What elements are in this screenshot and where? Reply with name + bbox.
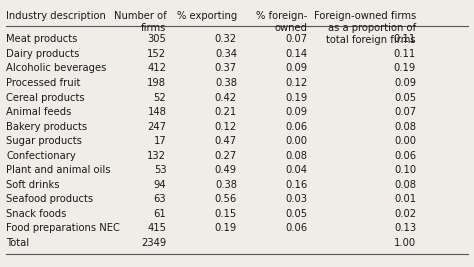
Text: 0.06: 0.06 — [394, 151, 416, 161]
Text: 0.08: 0.08 — [394, 121, 416, 132]
Text: 0.09: 0.09 — [285, 64, 308, 73]
Text: 0.09: 0.09 — [394, 78, 416, 88]
Text: 0.07: 0.07 — [285, 34, 308, 44]
Text: 0.19: 0.19 — [394, 64, 416, 73]
Text: 0.12: 0.12 — [285, 78, 308, 88]
Text: Snack foods: Snack foods — [6, 209, 66, 219]
Text: 415: 415 — [147, 223, 166, 233]
Text: Number of
firms: Number of firms — [114, 11, 166, 33]
Text: 132: 132 — [147, 151, 166, 161]
Text: 198: 198 — [147, 78, 166, 88]
Text: 0.38: 0.38 — [215, 78, 237, 88]
Text: 0.09: 0.09 — [285, 107, 308, 117]
Text: 2349: 2349 — [141, 238, 166, 248]
Text: 52: 52 — [154, 93, 166, 103]
Text: 0.14: 0.14 — [285, 49, 308, 59]
Text: 0.01: 0.01 — [394, 194, 416, 204]
Text: 1.00: 1.00 — [394, 238, 416, 248]
Text: Processed fruit: Processed fruit — [6, 78, 81, 88]
Text: 0.00: 0.00 — [394, 136, 416, 146]
Text: 0.07: 0.07 — [394, 107, 416, 117]
Text: 0.04: 0.04 — [286, 165, 308, 175]
Text: 0.06: 0.06 — [285, 121, 308, 132]
Text: 0.32: 0.32 — [215, 34, 237, 44]
Text: 61: 61 — [154, 209, 166, 219]
Text: Seafood products: Seafood products — [6, 194, 93, 204]
Text: 0.11: 0.11 — [394, 49, 416, 59]
Text: 0.56: 0.56 — [215, 194, 237, 204]
Text: 63: 63 — [154, 194, 166, 204]
Text: Foreign-owned firms
as a proportion of
total foreign firms: Foreign-owned firms as a proportion of t… — [314, 11, 416, 45]
Text: 412: 412 — [147, 64, 166, 73]
Text: Plant and animal oils: Plant and animal oils — [6, 165, 110, 175]
Text: 0.06: 0.06 — [285, 223, 308, 233]
Text: 0.38: 0.38 — [215, 180, 237, 190]
Text: % exporting: % exporting — [177, 11, 237, 21]
Text: Sugar products: Sugar products — [6, 136, 82, 146]
Text: Food preparations NEC: Food preparations NEC — [6, 223, 120, 233]
Text: 0.05: 0.05 — [394, 93, 416, 103]
Text: Cereal products: Cereal products — [6, 93, 85, 103]
Text: 0.37: 0.37 — [215, 64, 237, 73]
Text: 0.15: 0.15 — [215, 209, 237, 219]
Text: 53: 53 — [154, 165, 166, 175]
Text: Alcoholic beverages: Alcoholic beverages — [6, 64, 107, 73]
Text: Soft drinks: Soft drinks — [6, 180, 60, 190]
Text: 94: 94 — [154, 180, 166, 190]
Text: 0.42: 0.42 — [215, 93, 237, 103]
Text: 0.02: 0.02 — [394, 209, 416, 219]
Text: Total: Total — [6, 238, 29, 248]
Text: 0.47: 0.47 — [215, 136, 237, 146]
Text: 0.11: 0.11 — [394, 34, 416, 44]
Text: 0.10: 0.10 — [394, 165, 416, 175]
Text: Bakery products: Bakery products — [6, 121, 87, 132]
Text: 0.27: 0.27 — [215, 151, 237, 161]
Text: 0.13: 0.13 — [394, 223, 416, 233]
Text: 17: 17 — [154, 136, 166, 146]
Text: Confectionary: Confectionary — [6, 151, 76, 161]
Text: 0.34: 0.34 — [215, 49, 237, 59]
Text: 148: 148 — [147, 107, 166, 117]
Text: 0.00: 0.00 — [286, 136, 308, 146]
Text: 0.08: 0.08 — [394, 180, 416, 190]
Text: 0.49: 0.49 — [215, 165, 237, 175]
Text: 0.12: 0.12 — [215, 121, 237, 132]
Text: 0.08: 0.08 — [286, 151, 308, 161]
Text: 0.19: 0.19 — [285, 93, 308, 103]
Text: Animal feeds: Animal feeds — [6, 107, 72, 117]
Text: 247: 247 — [147, 121, 166, 132]
Text: 0.21: 0.21 — [215, 107, 237, 117]
Text: Dairy products: Dairy products — [6, 49, 80, 59]
Text: 0.16: 0.16 — [285, 180, 308, 190]
Text: 0.03: 0.03 — [286, 194, 308, 204]
Text: % foreign-
owned: % foreign- owned — [256, 11, 308, 33]
Text: 0.05: 0.05 — [285, 209, 308, 219]
Text: Meat products: Meat products — [6, 34, 77, 44]
Text: Industry description: Industry description — [6, 11, 106, 21]
Text: 152: 152 — [147, 49, 166, 59]
Text: 0.19: 0.19 — [215, 223, 237, 233]
Text: 305: 305 — [147, 34, 166, 44]
